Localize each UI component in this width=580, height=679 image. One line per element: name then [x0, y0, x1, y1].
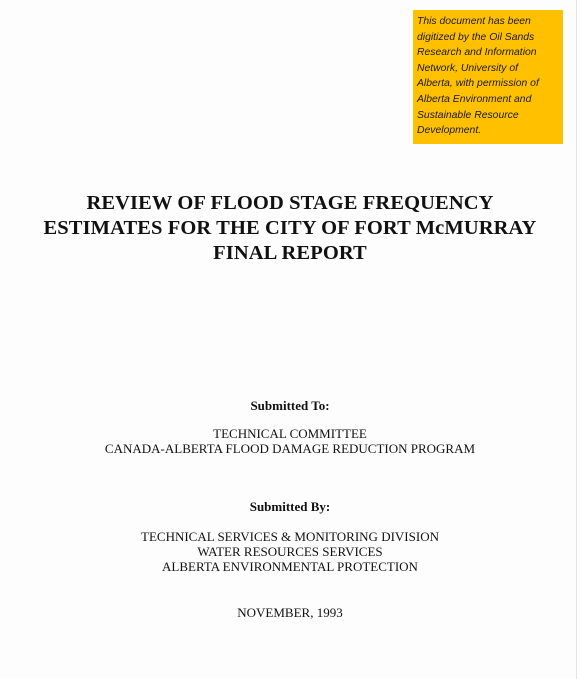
author-line: ALBERTA ENVIRONMENTAL PROTECTION [162, 559, 418, 574]
title-line: ESTIMATES FOR THE CITY OF FORT McMURRAY [43, 217, 537, 239]
notice-line: digitized by the Oil Sands [417, 31, 535, 43]
title-line: REVIEW OF FLOOD STAGE FREQUENCY [86, 192, 494, 214]
notice-line: Alberta, with permission of [417, 78, 539, 90]
title-line: FINAL REPORT [213, 242, 367, 264]
submitted-to-recipient: TECHNICAL COMMITTEE CANADA-ALBERTA FLOOD… [0, 426, 580, 456]
submitted-by-author: TECHNICAL SERVICES & MONITORING DIVISION… [0, 529, 580, 574]
report-date: NOVEMBER, 1993 [237, 605, 343, 620]
submitted-by-heading: Submitted By: [249, 499, 331, 514]
report-title: REVIEW OF FLOOD STAGE FREQUENCY ESTIMATE… [0, 191, 580, 266]
recipient-line: CANADA-ALBERTA FLOOD DAMAGE REDUCTION PR… [104, 441, 476, 456]
digitization-notice: This document has been digitized by the … [413, 10, 563, 144]
recipient-line: TECHNICAL COMMITTEE [213, 426, 367, 441]
page-edge-divider [576, 0, 577, 679]
notice-line: Research and Information [417, 47, 537, 59]
author-line: TECHNICAL SERVICES & MONITORING DIVISION [141, 529, 439, 544]
author-line: WATER RESOURCES SERVICES [197, 544, 383, 559]
notice-line: Network, University of [417, 62, 519, 74]
notice-line: Alberta Environment and [417, 93, 532, 105]
notice-line: Development. [417, 125, 482, 137]
notice-line: Sustainable Resource [417, 109, 519, 121]
notice-line: This document has been [417, 16, 531, 27]
submitted-to-heading: Submitted To: [250, 398, 330, 413]
